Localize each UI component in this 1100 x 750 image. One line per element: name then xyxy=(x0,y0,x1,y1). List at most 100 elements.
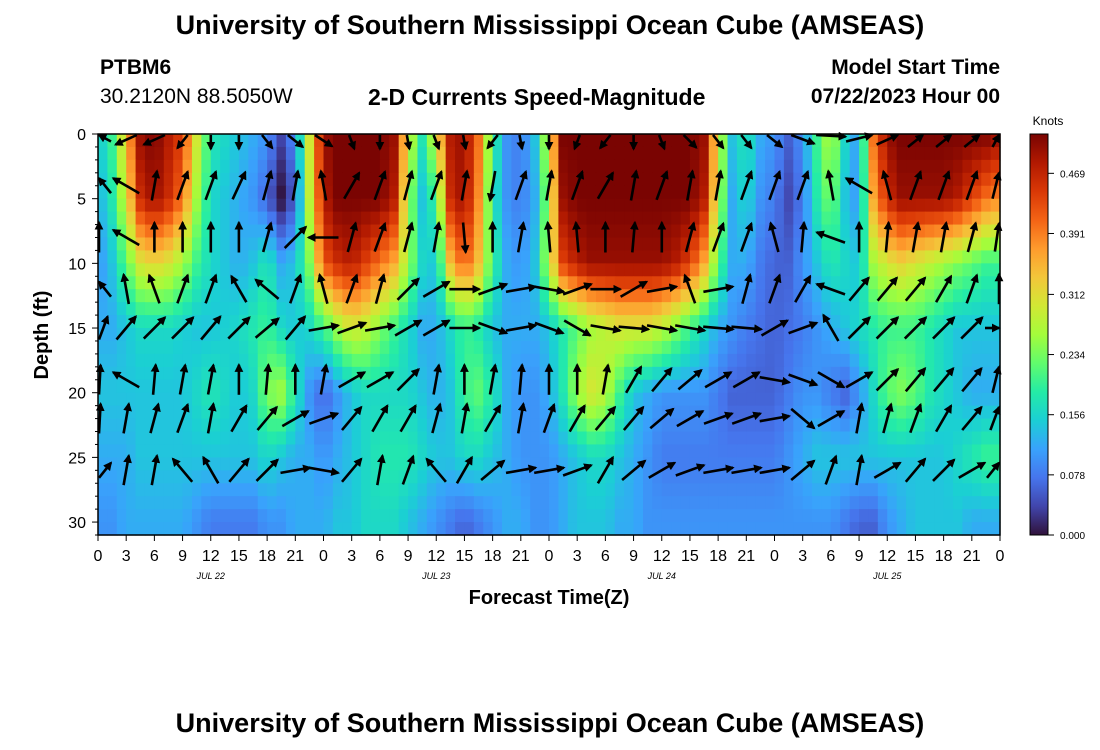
heat-cell xyxy=(774,379,785,394)
heat-cell xyxy=(699,224,710,239)
heat-cell xyxy=(755,302,766,316)
heat-cell xyxy=(953,392,964,407)
heat-cell xyxy=(549,392,559,407)
heat-cell xyxy=(107,444,118,458)
heat-cell xyxy=(755,250,766,264)
heat-cell xyxy=(971,444,982,458)
heat-cell xyxy=(624,211,635,226)
heat-cell xyxy=(652,302,663,316)
heat-cell xyxy=(783,289,794,303)
heat-cell xyxy=(652,263,663,277)
heat-cell xyxy=(473,340,484,355)
heat-cell xyxy=(314,198,325,213)
heat-cell xyxy=(549,263,559,277)
heat-cell xyxy=(746,159,757,174)
heat-cell xyxy=(830,289,841,303)
heat-cell xyxy=(417,263,428,277)
heat-cell xyxy=(887,263,898,277)
heat-cell xyxy=(351,340,362,355)
heat-cell xyxy=(953,134,964,148)
heat-cell xyxy=(689,328,700,342)
heat-cell xyxy=(511,302,522,316)
heat-cell xyxy=(417,340,428,355)
heat-cell xyxy=(915,470,926,484)
heat-cell xyxy=(464,263,475,277)
heat-cell xyxy=(849,366,860,381)
heat-cell xyxy=(859,302,870,316)
heat-cell xyxy=(595,405,606,420)
heat-cell xyxy=(990,496,1001,510)
current-vector-arrow xyxy=(97,314,110,340)
heat-cell xyxy=(887,146,898,161)
heat-cell xyxy=(661,483,672,497)
heat-cell xyxy=(943,263,954,277)
heat-cell xyxy=(323,250,334,264)
heat-cell xyxy=(220,289,231,303)
heat-cell xyxy=(727,392,738,407)
heat-cell xyxy=(614,418,625,433)
heat-cell xyxy=(163,522,174,536)
heat-cell xyxy=(924,418,935,433)
heat-cell xyxy=(783,405,794,420)
heat-cell xyxy=(539,509,550,523)
heat-cell xyxy=(520,392,531,407)
heat-cell xyxy=(830,172,841,187)
heat-cell xyxy=(859,509,870,523)
heat-cell xyxy=(135,172,146,187)
heat-cell xyxy=(586,263,597,277)
heat-cell xyxy=(154,444,165,458)
heat-cell xyxy=(426,146,437,161)
heat-cell xyxy=(473,328,484,342)
heat-cell xyxy=(549,211,559,226)
heat-cell xyxy=(389,405,400,420)
heat-cell xyxy=(699,302,710,316)
heat-cell xyxy=(107,496,118,510)
heat-cell xyxy=(464,392,475,407)
heat-cell xyxy=(332,509,343,523)
heat-cell xyxy=(361,328,372,342)
heat-cell xyxy=(671,431,682,446)
heat-cell xyxy=(689,315,700,329)
heat-cell xyxy=(953,457,964,471)
heat-cell xyxy=(990,276,1001,290)
heat-cell xyxy=(652,328,663,342)
heat-cell xyxy=(398,470,409,484)
heat-cell xyxy=(962,405,973,420)
heat-cell xyxy=(783,366,794,381)
heat-cell xyxy=(793,211,804,226)
current-vector-arrow xyxy=(401,454,415,485)
heat-cell xyxy=(915,263,926,277)
heat-cell xyxy=(915,185,926,200)
heat-cell xyxy=(276,405,287,420)
heat-cell xyxy=(295,431,306,446)
heat-cell xyxy=(558,315,569,329)
heat-cell xyxy=(267,522,278,536)
heat-cell xyxy=(727,405,738,420)
heat-cell xyxy=(802,237,813,252)
heat-cell xyxy=(285,315,296,329)
heat-cell xyxy=(98,340,108,355)
heat-cell xyxy=(267,496,278,510)
heat-cell xyxy=(680,379,691,394)
heat-cell xyxy=(455,379,466,394)
heat-cell xyxy=(257,289,268,303)
heat-cell xyxy=(859,522,870,536)
heat-cell xyxy=(370,198,381,213)
heat-cell xyxy=(539,185,550,200)
heat-cell xyxy=(154,405,165,420)
heat-cell xyxy=(135,366,146,381)
heat-cell xyxy=(746,444,757,458)
heat-cell xyxy=(774,224,785,239)
heat-cell xyxy=(558,134,569,148)
heat-cell xyxy=(464,470,475,484)
heat-cell xyxy=(332,146,343,161)
heat-cell xyxy=(332,211,343,226)
heat-cell xyxy=(586,289,597,303)
heat-cell xyxy=(182,522,193,536)
heat-cell xyxy=(755,237,766,252)
heat-cell xyxy=(765,379,776,394)
heat-cell xyxy=(285,302,296,316)
heat-cell xyxy=(314,496,325,510)
heat-cell xyxy=(812,289,823,303)
heat-cell xyxy=(455,263,466,277)
